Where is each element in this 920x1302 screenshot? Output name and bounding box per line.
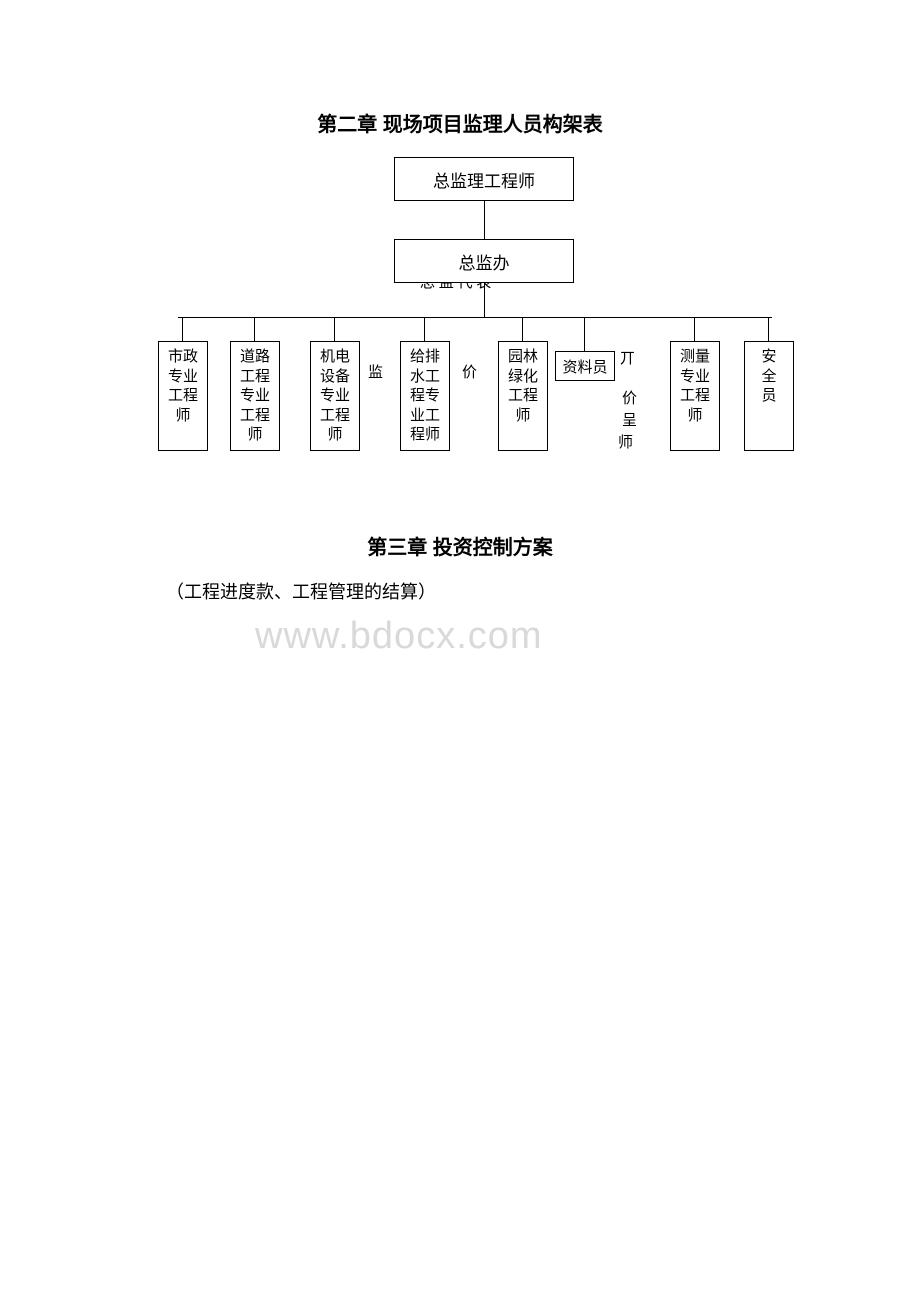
org-leaf-7: 安 全 员 (744, 341, 794, 451)
org-leaf-5: 资料员 (555, 351, 615, 381)
org-leaf-3: 给排 水工 程专 业工 程师 (400, 341, 450, 451)
connector-drop-5 (584, 317, 585, 351)
connector-drop-7 (768, 317, 769, 341)
connector-drop-6 (694, 317, 695, 341)
org-level2-box: 总监办 (394, 239, 574, 283)
connector-drop-3 (424, 317, 425, 341)
fragment-3: 价 (622, 389, 637, 410)
connector-drop-1 (254, 317, 255, 341)
org-level2-label: 总监办 (459, 249, 510, 274)
connector-v2 (484, 283, 485, 317)
chapter-3-title: 第三章 投资控制方案 (0, 477, 920, 578)
chapter-2-title: 第二章 现场项目监理人员构架表 (0, 0, 920, 157)
fragment-0: 监 (368, 363, 383, 384)
fragment-2: 丌 (620, 349, 635, 370)
connector-v1 (484, 201, 485, 239)
fragment-5: 师 (618, 433, 633, 454)
chapter-3-body: （工程进度款、工程管理的结算） (0, 578, 920, 604)
connector-hbus (178, 317, 772, 318)
org-leaf-2: 机电 设备 专业 工程 师 (310, 341, 360, 451)
fragment-4: 呈 (622, 411, 637, 432)
org-root-label: 总监理工程师 (433, 167, 535, 192)
org-chart: 总监理工程师 总 监 代 表 总监办 监 价 丌 价 呈 师 市政 专业 工程 … (0, 157, 920, 477)
watermark: www.bdocx.com (255, 615, 543, 658)
connector-drop-4 (522, 317, 523, 341)
connector-drop-0 (182, 317, 183, 341)
fragment-1: 价 (462, 363, 477, 384)
org-root-box: 总监理工程师 (394, 157, 574, 201)
org-leaf-0: 市政 专业 工程 师 (158, 341, 208, 451)
connector-drop-2 (334, 317, 335, 341)
org-leaf-6: 测量 专业 工程 师 (670, 341, 720, 451)
org-leaf-4: 园林 绿化 工程 师 (498, 341, 548, 451)
org-leaf-1: 道路 工程 专业 工程 师 (230, 341, 280, 451)
